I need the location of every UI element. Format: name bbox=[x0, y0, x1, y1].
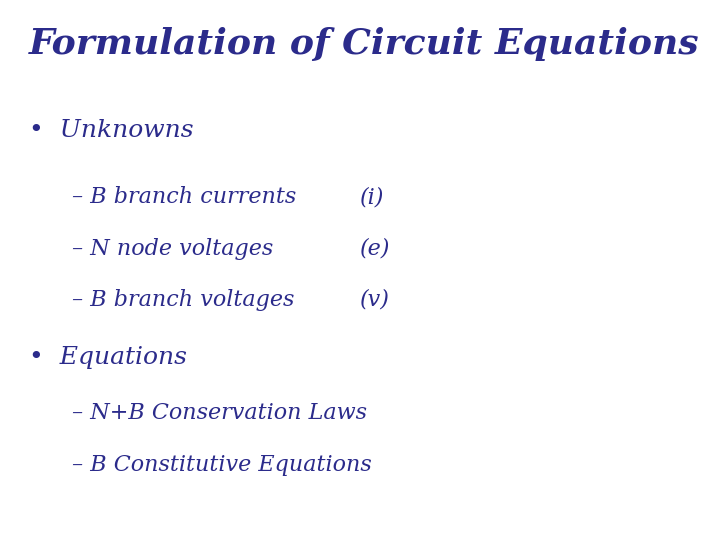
Text: – B branch voltages: – B branch voltages bbox=[72, 289, 294, 311]
Text: – N+B Conservation Laws: – N+B Conservation Laws bbox=[72, 402, 367, 424]
Text: (e): (e) bbox=[360, 238, 390, 260]
Text: – N node voltages: – N node voltages bbox=[72, 238, 274, 260]
Text: •  Unknowns: • Unknowns bbox=[29, 119, 194, 142]
Text: – B branch currents: – B branch currents bbox=[72, 186, 296, 208]
Text: (v): (v) bbox=[360, 289, 390, 311]
Text: – B Constitutive Equations: – B Constitutive Equations bbox=[72, 454, 372, 476]
Text: Formulation of Circuit Equations: Formulation of Circuit Equations bbox=[29, 27, 699, 61]
Text: (i): (i) bbox=[360, 186, 384, 208]
Text: •  Equations: • Equations bbox=[29, 346, 186, 369]
